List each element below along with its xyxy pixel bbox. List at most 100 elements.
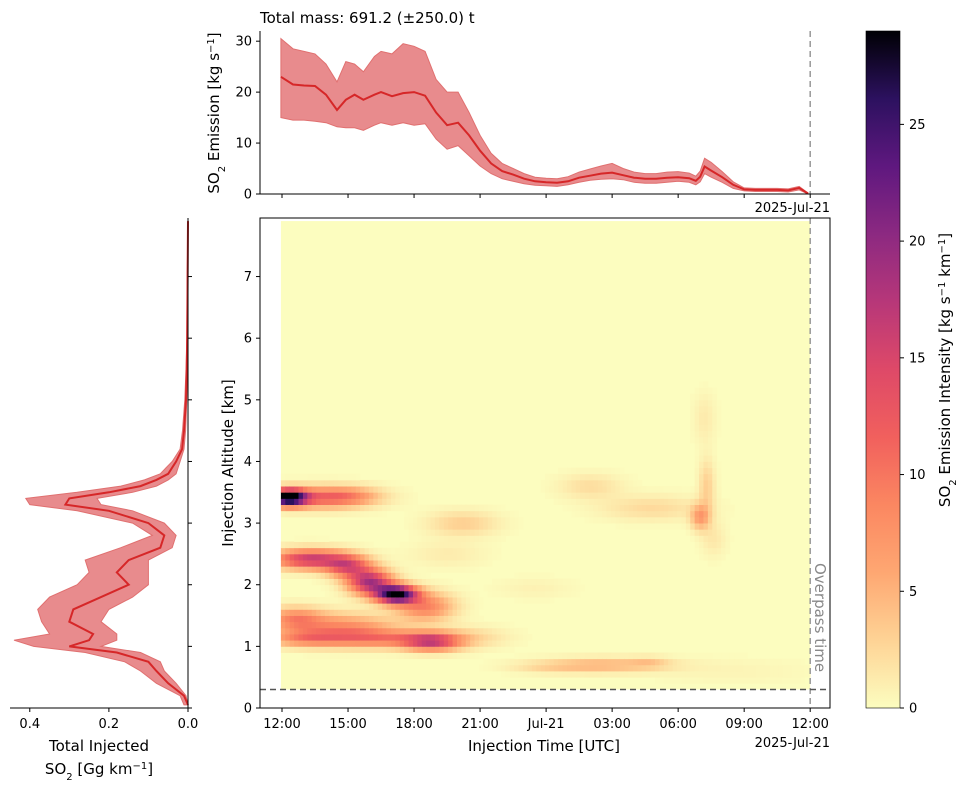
heatmap-cell <box>382 578 387 586</box>
heatmap-cell <box>360 609 365 616</box>
heatmap-cell <box>738 652 744 660</box>
heatmap-cell <box>699 461 704 469</box>
heatmap-cell <box>390 621 396 629</box>
emission-intensity-panel: Overpass time 12:00 15:00 18:00 21:00 Jul-21… <box>219 217 831 755</box>
heatmap-cell <box>707 498 713 505</box>
heatmap-cell <box>316 479 321 487</box>
heatmap-y-tick-label: 1 <box>244 640 252 655</box>
heatmap-cell <box>324 621 330 629</box>
heatmap-cell <box>500 658 506 666</box>
heatmap-cell <box>690 535 696 542</box>
heatmap-cell <box>712 658 718 666</box>
heatmap-cell <box>474 541 480 549</box>
heatmap-cell <box>663 523 669 530</box>
heatmap-cell <box>694 498 700 505</box>
heatmap-cell <box>699 658 704 666</box>
heatmap-cell <box>505 664 511 672</box>
heatmap-cell <box>619 658 625 666</box>
heatmap-cell <box>285 634 291 641</box>
heatmap-cell <box>364 479 370 487</box>
heatmap-cell <box>553 498 559 505</box>
heatmap-cell <box>567 473 572 481</box>
heatmap-cell <box>280 646 286 653</box>
heatmap-cell <box>549 572 555 579</box>
heatmap-cell <box>324 566 330 573</box>
heatmap-cell <box>421 529 427 536</box>
heatmap-cell <box>729 664 735 672</box>
heatmap-cell <box>320 504 326 512</box>
heatmap-cell <box>412 646 418 653</box>
heatmap-x-tick-label: 09:00 <box>725 717 762 732</box>
heatmap-cell <box>417 547 423 555</box>
heatmap-cell <box>699 449 704 456</box>
heatmap-cell <box>694 467 700 475</box>
heatmap-cell <box>650 658 656 666</box>
heatmap-cell <box>619 467 625 475</box>
heatmap-cell <box>655 516 660 524</box>
heatmap-cell <box>545 479 550 487</box>
heatmap-cell <box>329 609 335 616</box>
heatmap-cell <box>509 671 515 678</box>
heatmap-cell <box>408 584 414 592</box>
heatmap-cell <box>346 479 352 487</box>
heatmap-cell <box>302 492 308 499</box>
heatmap-cell <box>434 584 440 592</box>
heatmap-cell <box>417 529 423 536</box>
heatmap-cell <box>399 615 405 623</box>
heatmap-cell <box>536 578 541 586</box>
heatmap-cell <box>311 479 317 487</box>
heatmap-cell <box>456 584 462 592</box>
heatmap-cell <box>294 479 299 487</box>
heatmap-cell <box>589 671 594 678</box>
heatmap-cell <box>302 566 308 573</box>
heatmap-cell <box>492 523 497 530</box>
heatmap-cell <box>615 504 621 512</box>
heatmap-cell <box>395 603 401 610</box>
heatmap-cell <box>338 609 343 616</box>
heatmap-cell <box>439 547 445 555</box>
heatmap-cell <box>611 652 616 660</box>
heatmap-cell <box>553 492 559 499</box>
heatmap-cell <box>703 671 709 678</box>
heatmap-cell <box>395 640 401 647</box>
heatmap-cell <box>338 634 343 641</box>
heatmap-cell <box>452 547 458 555</box>
heatmap-cell <box>483 510 489 518</box>
heatmap-cell <box>355 510 361 518</box>
heatmap-cell <box>373 504 379 512</box>
heatmap-cell <box>417 609 423 616</box>
heatmap-cell <box>412 535 418 542</box>
heatmap-cell <box>452 634 458 641</box>
heatmap-cell <box>756 677 762 684</box>
heatmap-cell <box>677 498 682 505</box>
heatmap-cell <box>439 560 445 567</box>
heatmap-cell <box>492 664 497 672</box>
heatmap-cell <box>549 578 555 586</box>
heatmap-cell <box>606 504 612 512</box>
heatmap-cell <box>412 627 418 635</box>
heatmap-cell <box>558 664 563 672</box>
heatmap-cell <box>329 566 335 573</box>
heatmap-cell <box>452 615 458 623</box>
heatmap-cell <box>699 479 704 487</box>
heatmap-cell <box>294 504 299 512</box>
heatmap-cell <box>320 609 326 616</box>
heatmap-cell <box>452 609 458 616</box>
heatmap-cell <box>725 658 731 666</box>
heatmap-cell <box>465 609 471 616</box>
heatmap-cell <box>346 652 352 660</box>
heatmap-cell <box>302 473 308 481</box>
heatmap-cell <box>399 572 405 579</box>
heatmap-cell <box>333 560 339 567</box>
heatmap-cell <box>351 640 357 647</box>
heatmap-cell <box>668 658 674 666</box>
heatmap-cell <box>351 646 357 653</box>
heatmap-cell <box>320 597 326 604</box>
heatmap-cell <box>368 541 374 549</box>
heatmap-cell <box>606 658 612 666</box>
heatmap-cell <box>289 566 295 573</box>
heatmap-cell <box>655 652 660 660</box>
heatmap-cell <box>298 603 304 610</box>
heatmap-cell <box>395 615 401 623</box>
heatmap-cell <box>307 634 313 641</box>
